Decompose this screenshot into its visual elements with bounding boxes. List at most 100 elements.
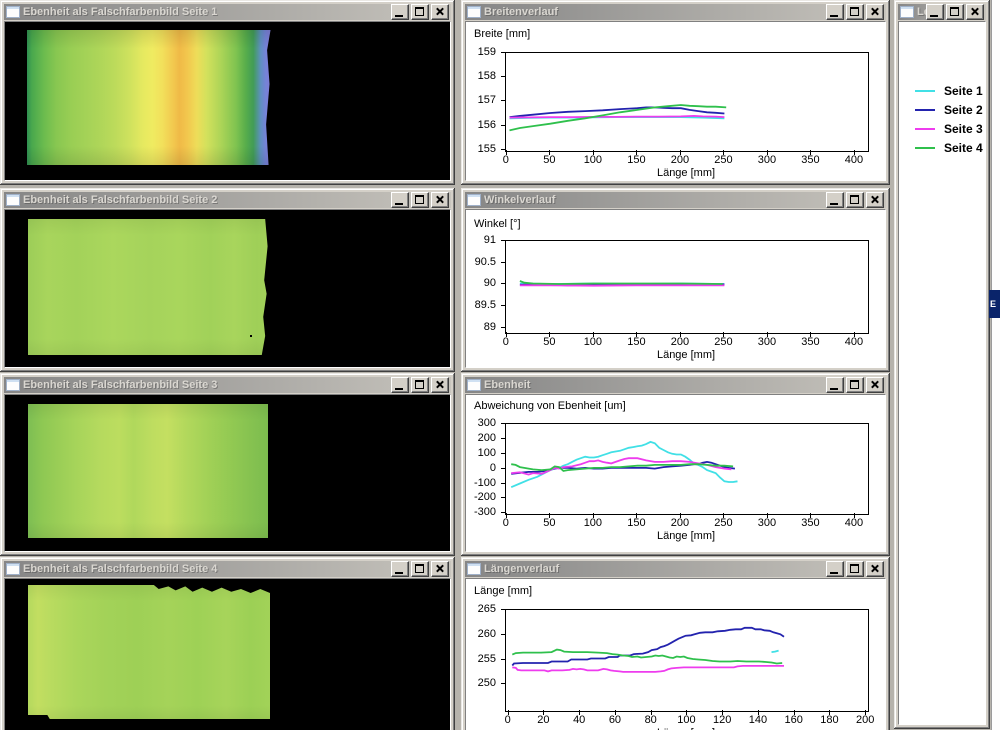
- minimize-button[interactable]: [391, 4, 409, 20]
- maximize-button[interactable]: [411, 192, 429, 208]
- y-tick-mark: [501, 305, 506, 306]
- x-tick-label: 80: [631, 715, 671, 726]
- y-tick-label: 89: [465, 322, 496, 333]
- y-tick-mark: [501, 100, 506, 101]
- minimize-button[interactable]: [391, 192, 409, 208]
- minimize-icon: [395, 572, 403, 574]
- minimize-icon: [830, 388, 838, 390]
- window-icon[interactable]: [6, 563, 20, 575]
- chart-canvas-laengenverlauf: Länge [mm] 26526025525002040608010012014…: [465, 578, 886, 730]
- titlebar[interactable]: Breitenverlauf: [465, 4, 886, 20]
- y-tick-mark: [501, 327, 506, 328]
- maximize-button[interactable]: [946, 4, 964, 20]
- y-tick-mark: [501, 609, 506, 610]
- minimize-icon: [395, 15, 403, 17]
- legend-items: Seite 1Seite 2Seite 3Seite 4: [898, 21, 986, 725]
- minimize-button[interactable]: [926, 4, 944, 20]
- close-button[interactable]: [431, 377, 449, 393]
- y-tick-mark: [501, 76, 506, 77]
- y-axis-title: Winkel [°]: [474, 218, 521, 230]
- window-icon[interactable]: [6, 6, 20, 18]
- window-title: Leg...: [917, 6, 926, 18]
- window-icon[interactable]: [900, 6, 914, 18]
- window-icon[interactable]: [6, 194, 20, 206]
- titlebar[interactable]: Winkelverlauf: [465, 192, 886, 208]
- window-icon[interactable]: [467, 379, 481, 391]
- plot-area: [505, 423, 869, 515]
- maximize-button[interactable]: [411, 4, 429, 20]
- plot-area: [505, 240, 869, 334]
- maximize-button[interactable]: [411, 561, 429, 577]
- minimize-button[interactable]: [826, 561, 844, 577]
- window-title: Breitenverlauf: [484, 6, 826, 18]
- maximize-button[interactable]: [846, 4, 864, 20]
- titlebar[interactable]: Längenverlauf: [465, 561, 886, 577]
- maximize-icon: [950, 7, 959, 16]
- titlebar[interactable]: Ebenheit als Falschfarbenbild Seite 4: [4, 561, 451, 577]
- maximize-icon: [415, 7, 424, 16]
- close-icon: [435, 195, 444, 204]
- window-winkelverlauf: Winkelverlauf Winkel [°] 9190.59089.5890…: [461, 188, 890, 372]
- y-tick-mark: [501, 423, 506, 424]
- close-button[interactable]: [866, 377, 884, 393]
- close-button[interactable]: [431, 4, 449, 20]
- minimize-button[interactable]: [391, 561, 409, 577]
- close-button[interactable]: [866, 561, 884, 577]
- x-tick-label: 100: [573, 155, 613, 166]
- titlebar[interactable]: Ebenheit als Falschfarbenbild Seite 1: [4, 4, 451, 20]
- close-icon: [435, 564, 444, 573]
- y-tick-label: 250: [465, 678, 496, 689]
- x-tick-label: 160: [774, 715, 814, 726]
- y-tick-label: 159: [465, 47, 496, 58]
- minimize-icon: [830, 203, 838, 205]
- window-falschfarben-seite2: Ebenheit als Falschfarbenbild Seite 2: [0, 188, 455, 372]
- close-button[interactable]: [866, 192, 884, 208]
- window-legend: Leg... Seite 1Seite 2Seite 3Seite 4: [894, 0, 990, 729]
- x-axis-title: Länge [mm]: [505, 167, 867, 179]
- x-tick-label: 120: [702, 715, 742, 726]
- x-tick-label: 180: [809, 715, 849, 726]
- plot-area: [505, 52, 869, 152]
- minimize-button[interactable]: [826, 4, 844, 20]
- titlebar[interactable]: Ebenheit als Falschfarbenbild Seite 3: [4, 377, 451, 393]
- series-line-seite-4: [511, 464, 733, 471]
- x-tick-label: 0: [486, 337, 526, 348]
- maximize-icon: [415, 380, 424, 389]
- titlebar[interactable]: Ebenheit: [465, 377, 886, 393]
- y-tick-mark: [501, 283, 506, 284]
- plot-area: [505, 609, 869, 712]
- x-tick-label: 300: [747, 518, 787, 529]
- window-icon[interactable]: [6, 379, 20, 391]
- plot-svg: [506, 610, 868, 711]
- close-button[interactable]: [431, 561, 449, 577]
- window-icon[interactable]: [467, 194, 481, 206]
- chart-canvas-breitenverlauf: Breite [mm] 1591581571561550501001502002…: [465, 21, 886, 181]
- y-axis-title: Länge [mm]: [474, 585, 532, 597]
- x-tick-label: 50: [529, 155, 569, 166]
- plot-svg: [506, 241, 868, 333]
- window-icon[interactable]: [467, 6, 481, 18]
- y-tick-label: 300: [465, 418, 496, 429]
- minimize-button[interactable]: [826, 192, 844, 208]
- image-canvas-seite3: [4, 394, 451, 552]
- minimize-button[interactable]: [826, 377, 844, 393]
- window-icon[interactable]: [467, 563, 481, 575]
- legend-item-4: Seite 4: [899, 141, 985, 155]
- close-button[interactable]: [431, 192, 449, 208]
- hidden-window-title-letter: E: [990, 299, 996, 309]
- maximize-button[interactable]: [411, 377, 429, 393]
- close-button[interactable]: [966, 4, 984, 20]
- y-tick-mark: [501, 453, 506, 454]
- titlebar[interactable]: Ebenheit als Falschfarbenbild Seite 2: [4, 192, 451, 208]
- maximize-button[interactable]: [846, 561, 864, 577]
- maximize-button[interactable]: [846, 192, 864, 208]
- maximize-icon: [850, 7, 859, 16]
- series-line-seite-2: [512, 628, 784, 666]
- close-button[interactable]: [866, 4, 884, 20]
- y-tick-mark: [501, 52, 506, 53]
- x-tick-label: 250: [703, 155, 743, 166]
- maximize-button[interactable]: [846, 377, 864, 393]
- window-ebenheit: Ebenheit Abweichung von Ebenheit [um] 30…: [461, 373, 890, 556]
- titlebar[interactable]: Leg...: [898, 4, 986, 20]
- minimize-button[interactable]: [391, 377, 409, 393]
